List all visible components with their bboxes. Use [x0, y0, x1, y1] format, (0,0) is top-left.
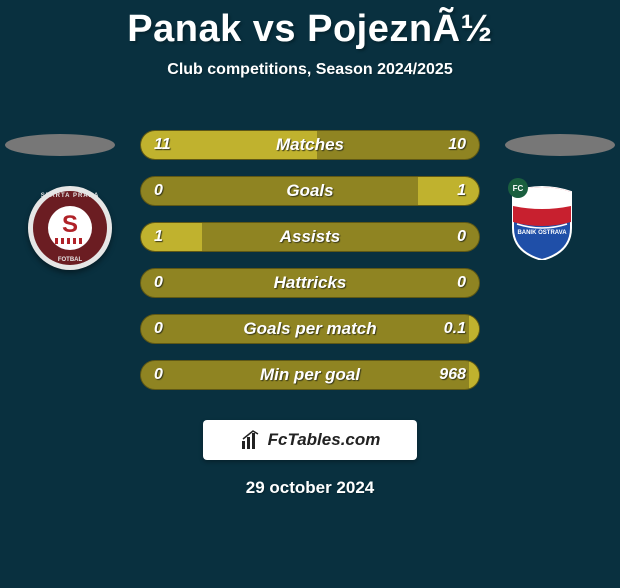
left-team-logo: SPARTA PRAHA FOTBAL S	[20, 178, 120, 278]
stat-row: Goals01	[140, 176, 480, 206]
right-team-logo: BANIK OSTRAVA FC	[500, 178, 600, 278]
sparta-logo-ring: SPARTA PRAHA FOTBAL S	[33, 191, 107, 265]
svg-text:BANIK OSTRAVA: BANIK OSTRAVA	[517, 230, 567, 236]
banik-fc-badge: FC	[508, 178, 528, 198]
stat-row: Min per goal0968	[140, 360, 480, 390]
stat-row: Assists10	[140, 222, 480, 252]
stat-bar-outer	[140, 314, 480, 344]
sparta-letter: S	[62, 213, 78, 237]
fctables-text: FcTables.com	[268, 430, 381, 450]
right-shadow-ellipse	[505, 134, 615, 156]
sparta-ring-text-bottom: FOTBAL	[33, 257, 107, 263]
stat-bar-left-fill	[141, 223, 202, 251]
stat-row: Hattricks00	[140, 268, 480, 298]
banik-logo-outer: BANIK OSTRAVA FC	[500, 178, 584, 262]
stat-bar-right-fill	[418, 177, 479, 205]
stat-row: Matches1110	[140, 130, 480, 160]
sparta-logo-inner: S	[48, 206, 92, 250]
stat-bar-outer	[140, 360, 480, 390]
date-text: 29 october 2024	[0, 478, 620, 498]
sparta-ring-text-top: SPARTA PRAHA	[33, 193, 107, 199]
sparta-logo-outer: SPARTA PRAHA FOTBAL S	[28, 186, 112, 270]
fctables-logo-icon	[240, 429, 262, 451]
stat-row: Goals per match00.1	[140, 314, 480, 344]
stat-bar-outer	[140, 268, 480, 298]
stat-bar-left-fill	[141, 131, 317, 159]
left-shadow-ellipse	[5, 134, 115, 156]
stat-bar-outer	[140, 176, 480, 206]
stat-bar-outer	[140, 222, 480, 252]
stat-bar-right-fill	[469, 361, 479, 389]
page-subtitle: Club competitions, Season 2024/2025	[0, 61, 620, 79]
sparta-stripes	[55, 238, 85, 244]
stat-bar-right-fill	[469, 315, 479, 343]
page-title: Panak vs PojeznÃ½	[0, 8, 620, 51]
stats-area: Matches1110 Goals01 Assists10 Hattricks00 Go…	[140, 130, 480, 406]
stat-bar-outer	[140, 130, 480, 160]
fctables-badge: FcTables.com	[203, 420, 417, 460]
